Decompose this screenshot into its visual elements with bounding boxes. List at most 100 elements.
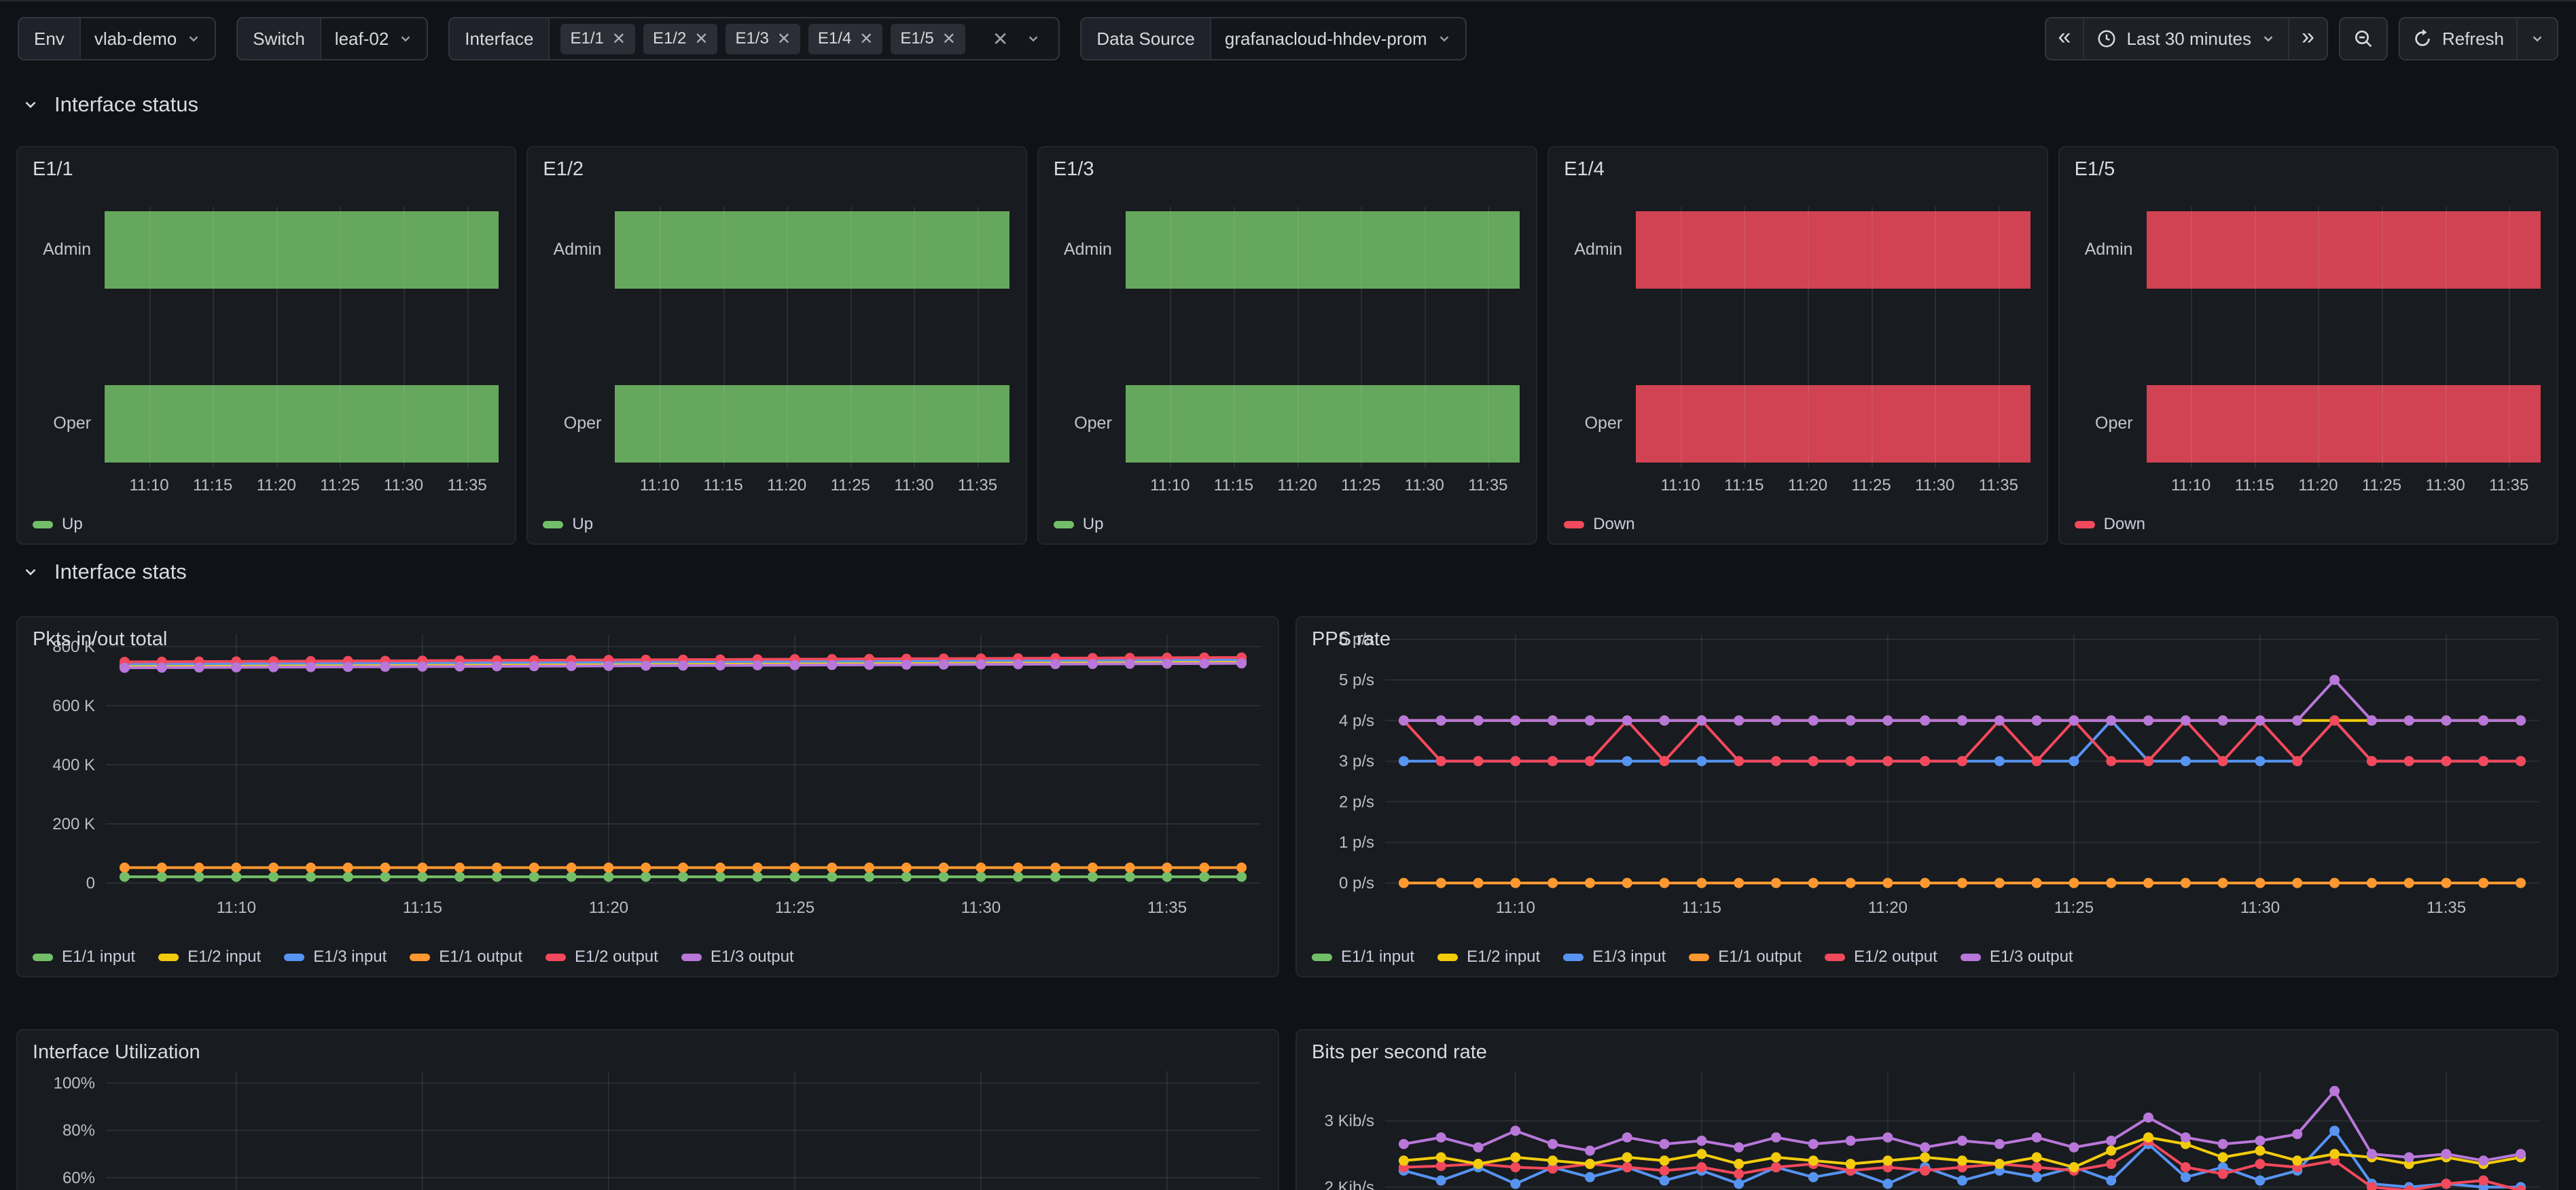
chart-legend: Up xyxy=(33,515,83,534)
state-bar-admin[interactable] xyxy=(1636,211,2031,289)
interface-chip[interactable]: E1/1 ✕ xyxy=(560,23,635,54)
legend-item[interactable]: E1/3 input xyxy=(1563,948,1666,967)
chevron-down-icon xyxy=(2533,36,2542,42)
x-tick-label: 11:25 xyxy=(2361,476,2402,494)
legend-item[interactable]: E1/2 output xyxy=(1825,948,1937,967)
legend-item[interactable]: E1/1 input xyxy=(1312,948,1414,967)
legend-color-pill xyxy=(543,520,564,528)
time-range-group: « Last 30 minutes » xyxy=(2044,17,2328,60)
timeline-plot-area[interactable] xyxy=(2146,206,2541,468)
clear-all-icon[interactable]: ✕ xyxy=(992,28,1009,50)
zoom-out-icon xyxy=(2355,31,2372,48)
legend-item[interactable]: E1/2 output xyxy=(545,948,658,967)
chevron-down-icon[interactable] xyxy=(1026,31,1041,46)
refresh-interval-dropdown[interactable] xyxy=(2516,18,2557,59)
gridline xyxy=(2509,206,2511,468)
state-bar-oper[interactable] xyxy=(105,385,499,463)
x-tick-label: 11:10 xyxy=(1150,476,1190,494)
remove-chip-icon[interactable]: ✕ xyxy=(859,29,874,48)
legend-item[interactable]: E1/1 output xyxy=(410,948,522,967)
gridline xyxy=(1361,206,1363,468)
state-bar-admin[interactable] xyxy=(2146,211,2541,289)
svg-text:11:20: 11:20 xyxy=(1868,899,1908,917)
svg-text:0 p/s: 0 p/s xyxy=(1339,874,1374,892)
x-tick-label: 11:10 xyxy=(2170,476,2211,494)
time-shift-back-button[interactable]: « xyxy=(2045,18,2083,59)
remove-chip-icon[interactable]: ✕ xyxy=(694,29,709,48)
x-tick-label: 11:30 xyxy=(383,476,424,494)
state-bar-oper[interactable] xyxy=(1125,385,1520,463)
category-label: Oper xyxy=(2095,414,2133,433)
panel-e1-5: E1/5 Admin Oper 11:10 11:15 11:20 11:25 11:30 11… xyxy=(2058,146,2558,545)
interface-chip[interactable]: E1/4 ✕ xyxy=(808,23,883,54)
state-bar-admin[interactable] xyxy=(615,211,1009,289)
svg-text:3 Kib/s: 3 Kib/s xyxy=(1325,1112,1374,1130)
legend-item[interactable]: E1/2 input xyxy=(1437,948,1540,967)
legend-item[interactable]: Up xyxy=(1053,515,1103,534)
state-bar-oper[interactable] xyxy=(615,385,1009,463)
x-axis: 11:10 11:15 11:20 11:25 11:30 11:35 xyxy=(2147,476,2541,498)
refresh-button[interactable]: Refresh xyxy=(2399,18,2516,59)
legend-item[interactable]: E1/1 output xyxy=(1689,948,1802,967)
zoom-out-button[interactable] xyxy=(2340,18,2386,59)
datasource-variable-select[interactable]: grafanacloud-hhdev-prom xyxy=(1211,18,1465,59)
legend-label: E1/3 output xyxy=(710,948,794,966)
chart-canvas[interactable]: 0 b/s1 Kib/s2 Kib/s3 Kib/s11:1011:1511:2… xyxy=(1297,1030,2557,1190)
legend-item[interactable]: Down xyxy=(1564,515,1635,534)
legend-item[interactable]: Down xyxy=(2074,515,2145,534)
chart-canvas[interactable]: 100%80%60%40%20%0%11:1011:1511:2011:2511… xyxy=(18,1030,1278,1190)
legend-color-pill xyxy=(1564,520,1585,528)
x-tick-label: 11:20 xyxy=(2298,476,2338,494)
panel-e1-1: E1/1 Admin Oper 11:10 11:15 11:20 11:25 11:30 11… xyxy=(16,146,517,545)
gridline xyxy=(2445,206,2447,468)
legend-label: E1/3 input xyxy=(1592,948,1666,966)
svg-text:11:25: 11:25 xyxy=(2054,899,2094,917)
timeline-plot-area[interactable] xyxy=(615,206,1009,468)
section-interface-stats[interactable]: Interface stats xyxy=(22,560,187,584)
x-tick-label: 11:30 xyxy=(1404,476,1444,494)
chart-legend: Up xyxy=(543,515,593,534)
legend-item[interactable]: E1/3 input xyxy=(284,948,387,967)
state-bar-oper[interactable] xyxy=(1636,385,2031,463)
env-variable-select[interactable]: vlab-demo xyxy=(81,18,215,59)
interface-chip[interactable]: E1/2 ✕ xyxy=(643,23,718,54)
legend-item[interactable]: E1/3 output xyxy=(681,948,794,967)
state-bar-oper[interactable] xyxy=(2146,385,2541,463)
interface-chip[interactable]: E1/3 ✕ xyxy=(726,23,800,54)
section-title: Interface stats xyxy=(54,560,187,583)
gridline xyxy=(1488,206,1490,468)
legend-color-pill xyxy=(1053,520,1074,528)
remove-chip-icon[interactable]: ✕ xyxy=(611,29,626,48)
svg-text:6 p/s: 6 p/s xyxy=(1339,630,1374,649)
remove-chip-icon[interactable]: ✕ xyxy=(776,29,791,48)
remove-chip-icon[interactable]: ✕ xyxy=(942,29,956,48)
chart-canvas[interactable]: 0 200 K 400 K 600 K 800 K 11:10 11:15 11:20 11:2… xyxy=(18,617,1278,976)
legend-item[interactable]: Up xyxy=(33,515,83,534)
legend-item[interactable]: E1/1 input xyxy=(33,948,135,967)
gridline xyxy=(2191,206,2193,468)
x-tick-label: 11:30 xyxy=(2425,476,2465,494)
zoom-out-group xyxy=(2338,17,2388,60)
section-interface-status[interactable]: Interface status xyxy=(22,92,198,117)
env-variable-value: vlab-demo xyxy=(94,28,177,49)
state-bar-admin[interactable] xyxy=(1125,211,1520,289)
timeline-plot-area[interactable] xyxy=(105,206,499,468)
refresh-group: Refresh xyxy=(2398,17,2558,60)
switch-variable-select[interactable]: leaf-02 xyxy=(321,18,427,59)
svg-text:11:30: 11:30 xyxy=(961,899,1001,917)
gridline xyxy=(977,206,979,468)
legend-label: E1/1 input xyxy=(62,948,136,966)
time-range-picker[interactable]: Last 30 minutes xyxy=(2083,18,2289,59)
env-variable-label: Env xyxy=(19,18,81,59)
interface-chip[interactable]: E1/5 ✕ xyxy=(891,23,965,54)
legend-item[interactable]: Up xyxy=(543,515,593,534)
state-bar-admin[interactable] xyxy=(105,211,499,289)
legend-item[interactable]: E1/2 input xyxy=(158,948,261,967)
chart-canvas[interactable]: 0 p/s 1 p/s 2 p/s 3 p/s 4 p/s 5 p/s 6 p/s 11:10… xyxy=(1297,617,2557,976)
timeline-plot-area[interactable] xyxy=(1125,206,1520,468)
time-shift-forward-button[interactable]: » xyxy=(2288,18,2327,59)
legend-item[interactable]: E1/3 output xyxy=(1960,948,2073,967)
timeline-plot-area[interactable] xyxy=(1636,206,2031,468)
